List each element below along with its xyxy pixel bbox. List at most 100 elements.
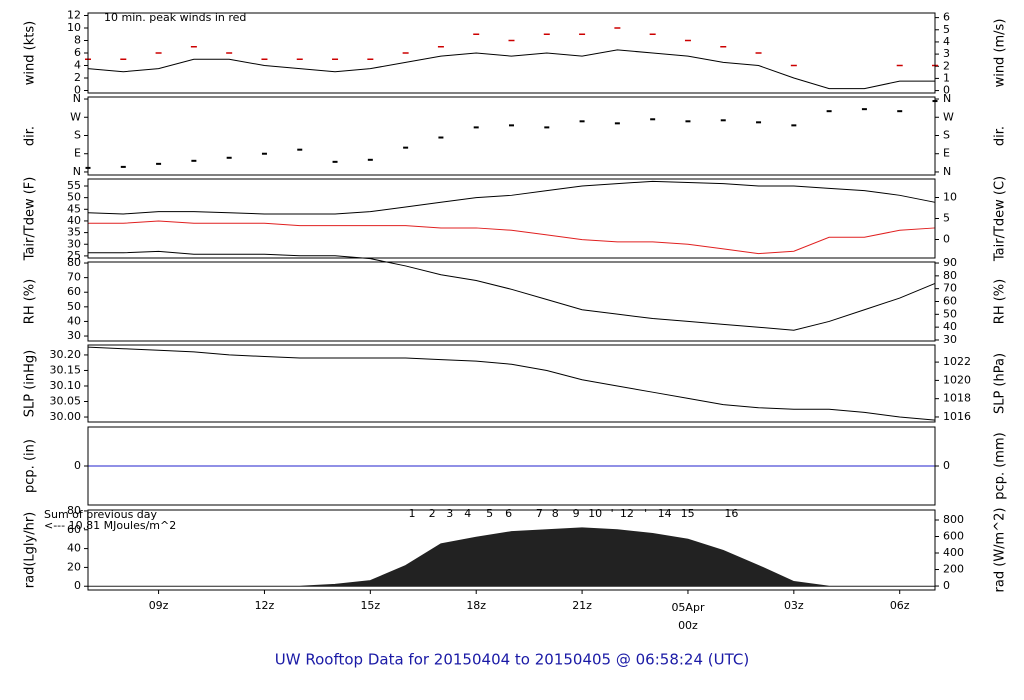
point bbox=[756, 121, 762, 124]
y-axis-label: rad(Lgly/hr) bbox=[23, 512, 38, 588]
y2-tick-label: 6 bbox=[943, 11, 950, 24]
y-tick-label: 40 bbox=[67, 214, 81, 227]
x-tick-label: 15z bbox=[360, 599, 380, 612]
y-tick-label: 0 bbox=[74, 459, 81, 472]
y2-axis-label: RH (%) bbox=[993, 279, 1008, 324]
y2-tick-label: 1022 bbox=[943, 355, 971, 368]
point bbox=[579, 120, 585, 123]
line bbox=[87, 346, 936, 421]
y2-tick-label: 10 bbox=[943, 190, 957, 203]
area bbox=[88, 527, 935, 587]
y-tick-label: 10 bbox=[67, 21, 81, 34]
y2-tick-label: 0 bbox=[943, 84, 950, 97]
y-tick-label: 55 bbox=[67, 179, 81, 192]
y-tick-label: 60 bbox=[67, 523, 81, 536]
point bbox=[297, 148, 303, 151]
y-tick-label: 30.15 bbox=[50, 363, 82, 376]
y2-axis-label: wind (m/s) bbox=[993, 19, 1008, 88]
y-tick-label: 30.00 bbox=[50, 410, 82, 423]
y-tick-label: 12 bbox=[67, 9, 81, 22]
y2-tick-label: E bbox=[943, 147, 950, 160]
point bbox=[403, 146, 409, 149]
y-tick-label: 20 bbox=[67, 560, 81, 573]
y2-tick-label: 2 bbox=[943, 59, 950, 72]
x-tick-label: 18z bbox=[466, 599, 486, 612]
y2-tick-label: 400 bbox=[943, 546, 964, 559]
y-tick-label: 50 bbox=[67, 191, 81, 204]
point bbox=[509, 124, 514, 127]
event-marker: 7 bbox=[536, 507, 543, 520]
point bbox=[261, 152, 267, 155]
y-tick-label: N bbox=[73, 165, 81, 178]
y-tick-label: 45 bbox=[67, 202, 81, 215]
point bbox=[332, 160, 338, 163]
point bbox=[544, 126, 550, 129]
point bbox=[861, 108, 867, 111]
y-tick-label: 25 bbox=[67, 249, 81, 262]
y2-tick-label: 1 bbox=[943, 71, 950, 84]
point bbox=[720, 119, 726, 122]
y-tick-label: 60 bbox=[67, 285, 81, 298]
y-tick-label: 0 bbox=[74, 579, 81, 592]
y-tick-label: 35 bbox=[67, 226, 81, 239]
line bbox=[87, 49, 935, 90]
y2-axis-label: pcp. (mm) bbox=[993, 432, 1008, 499]
y2-tick-label: 30 bbox=[943, 333, 957, 346]
y2-axis-label: dir. bbox=[993, 126, 1008, 146]
y2-tick-label: 5 bbox=[943, 212, 950, 225]
y-tick-label: 0 bbox=[74, 84, 81, 97]
x-tick-label: 00z bbox=[678, 619, 698, 632]
y2-tick-label: 1020 bbox=[943, 373, 971, 386]
panel-frame bbox=[87, 426, 936, 506]
y2-tick-label: 1016 bbox=[943, 410, 971, 423]
event-marker: 6 bbox=[505, 507, 512, 520]
y-tick-label: W bbox=[70, 110, 81, 123]
point bbox=[685, 120, 691, 123]
point bbox=[791, 124, 797, 127]
y-tick-label: S bbox=[74, 128, 81, 141]
point bbox=[650, 118, 656, 121]
y-tick-label: 40 bbox=[67, 314, 81, 327]
y2-tick-label: 70 bbox=[943, 282, 957, 295]
y2-tick-label: 800 bbox=[943, 513, 964, 526]
y2-axis-label: rad (W/m^2) bbox=[993, 508, 1008, 593]
annotation: <--- 10.81 MJoules/m^2 bbox=[44, 519, 176, 532]
y2-tick-label: 200 bbox=[943, 563, 964, 576]
y-tick-label: 8 bbox=[74, 34, 81, 47]
point bbox=[120, 165, 126, 168]
y2-tick-label: 4 bbox=[943, 35, 950, 48]
y2-tick-label: S bbox=[943, 128, 950, 141]
point bbox=[473, 126, 479, 129]
y2-tick-label: N bbox=[943, 92, 951, 105]
event-marker: 1 bbox=[408, 507, 415, 520]
y2-tick-label: 90 bbox=[943, 256, 957, 269]
y-tick-label: 30.05 bbox=[50, 395, 82, 408]
y-axis-label: SLP (inHg) bbox=[23, 350, 38, 418]
y-axis-label: pcp. (in) bbox=[23, 439, 38, 493]
event-marker: 8 bbox=[552, 507, 559, 520]
y2-tick-label: 0 bbox=[943, 579, 950, 592]
y-tick-label: N bbox=[73, 92, 81, 105]
point bbox=[191, 159, 197, 162]
event-marker: 5 bbox=[486, 507, 493, 520]
event-marker: ' bbox=[611, 507, 614, 520]
point bbox=[438, 136, 444, 139]
y2-tick-label: 5 bbox=[943, 23, 950, 36]
point bbox=[367, 158, 373, 161]
y2-tick-label: 40 bbox=[943, 320, 957, 333]
y2-tick-label: 1018 bbox=[943, 392, 971, 405]
event-marker: 15 bbox=[681, 507, 695, 520]
event-marker: 4 bbox=[464, 507, 471, 520]
y-tick-label: 30.20 bbox=[50, 348, 82, 361]
y-tick-label: 6 bbox=[74, 46, 81, 59]
event-marker: 3 bbox=[446, 507, 453, 520]
panel-frame bbox=[87, 96, 936, 176]
event-marker: 12 bbox=[620, 507, 634, 520]
x-tick-label: 03z bbox=[784, 599, 804, 612]
y-tick-label: 40 bbox=[67, 542, 81, 555]
y-tick-label: 30 bbox=[67, 329, 81, 342]
point bbox=[156, 162, 162, 165]
y-tick-label: E bbox=[74, 147, 81, 160]
panel-frame bbox=[87, 261, 936, 342]
y2-tick-label: 0 bbox=[943, 233, 950, 246]
